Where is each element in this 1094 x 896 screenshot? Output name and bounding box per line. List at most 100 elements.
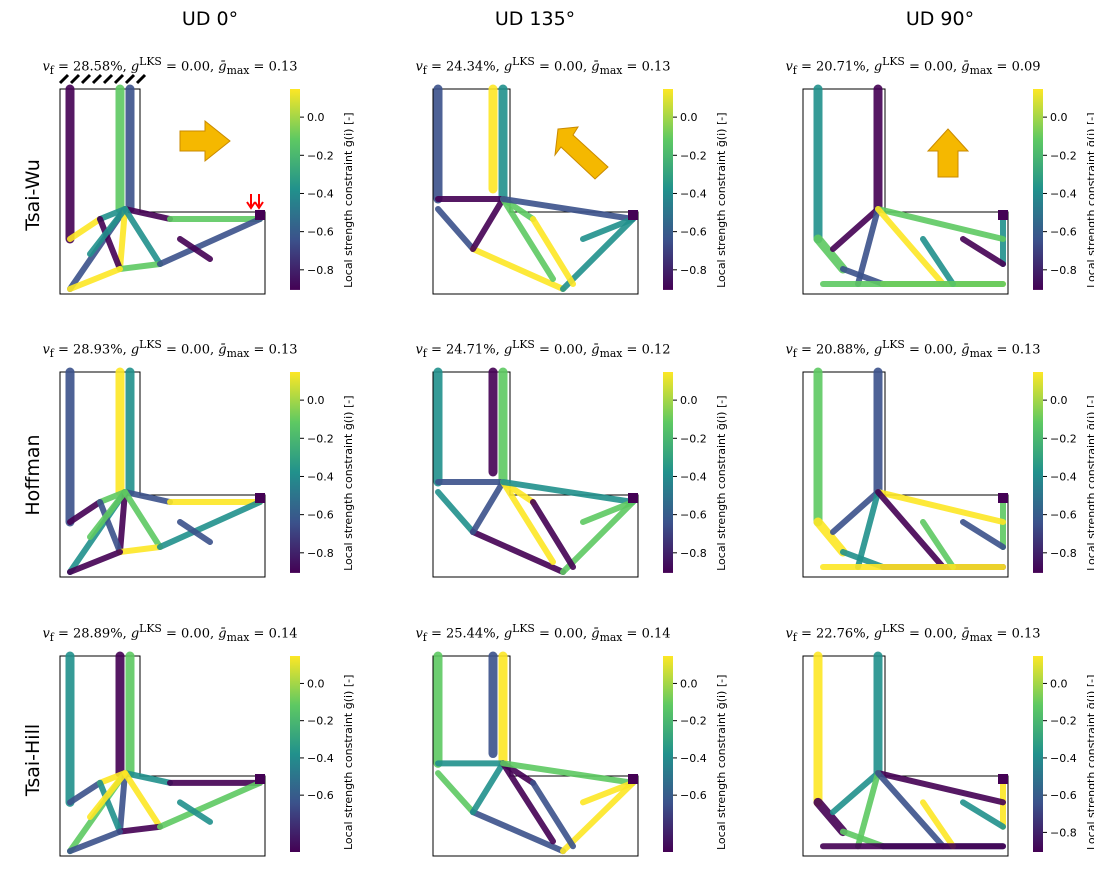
member [470,529,566,575]
colorbar-tick-label: −0.2 [307,715,334,728]
topology-plot: 0.0 −0.2 −0.4 −0.6 −0.8 Local strength constr… [802,84,1094,295]
member [920,236,956,287]
vf-value: 22.76% [815,626,866,642]
member [920,519,956,570]
support-hatch [113,73,125,85]
member [435,770,476,816]
load-patch [628,493,638,503]
gmax-symbol: ḡ [218,626,227,642]
g-sup: LKS [139,55,162,68]
gmax-symbol: ḡ [218,59,227,75]
vf-sub: f [49,63,54,77]
member [500,196,636,222]
member [67,549,123,575]
member [830,489,881,535]
colorbar-tick-label: −0.6 [1050,789,1077,802]
gmax-sub: max [969,346,993,360]
gmax-sub: max [599,630,623,644]
g-value: 0.00 [554,626,583,642]
vf-value: 28.89% [72,626,123,642]
g-sup: LKS [512,622,535,635]
topology-plot: 0.0 −0.2 −0.4 −0.6 −0.8 Local strength constr… [432,84,728,295]
member [580,499,636,525]
g-symbol: g [130,59,140,75]
member [87,206,128,257]
member [560,216,636,292]
colorbar-tick-label: −0.6 [1050,509,1077,522]
vf-value: 24.71% [445,342,496,358]
member [500,196,556,282]
gmax-value: 0.09 [1011,59,1041,75]
colorbar-tick-label: −0.6 [680,509,707,522]
colorbar [663,656,673,852]
load-arrow-icon [254,194,264,210]
colorbar-label: Local strength constraint ḡ(i) [-] [342,395,355,570]
member [157,499,263,550]
load-patch [998,774,1008,784]
panel-stats: vf = 24.71%, gLKS = 0.00, ḡmax = 0.12 [415,338,671,360]
member [813,234,848,274]
g-sup: LKS [139,338,162,351]
member [122,206,163,267]
gmax-sub: max [599,346,623,360]
gmax-sub: max [969,63,993,77]
colorbar-tick-label: −0.8 [1050,264,1077,277]
gmax-value: 0.14 [641,626,671,642]
panel-r0-c1: vf = 24.34%, gLKS = 0.00, ḡmax = 0.13 0.0… [373,55,728,305]
orientation-arrow-icon [554,126,609,180]
topology-plot: 0.0 −0.2 −0.4 −0.6 −0.8 Local strength constr… [432,367,728,578]
vf-value: 28.58% [72,59,123,75]
support-hatch [58,73,70,85]
member [530,499,576,570]
colorbar-tick-label: 0.0 [307,677,325,690]
colorbar-tick-label: 0.0 [307,111,325,124]
gmax-sub: max [226,630,250,644]
member [875,206,946,287]
member [855,206,881,287]
colorbar-tick-label: −0.2 [1050,715,1077,728]
member [470,760,506,816]
g-symbol: g [130,342,140,358]
column-header-ud90: UD 90° [905,8,975,30]
colorbar-tick-label: −0.8 [1050,547,1077,560]
g-sup: LKS [139,622,162,635]
load-arrow-icon [246,194,256,210]
vf-value: 25.44% [445,626,496,642]
member [122,770,163,830]
colorbar-tick-label: −0.2 [307,149,334,162]
load-patch [628,210,638,220]
member [97,779,123,835]
panel-stats: vf = 28.58%, gLKS = 0.00, ḡmax = 0.13 [42,55,298,77]
gmax-sub: max [599,63,623,77]
topology-plot: 0.0 −0.2 −0.4 −0.6 −0.8 Local strength constr… [802,651,1094,857]
colorbar-tick-label: 0.0 [680,111,698,124]
colorbar-label: Local strength constraint ḡ(i) [-] [1085,395,1094,570]
colorbar-label: Local strength constraint ḡ(i) [-] [715,112,728,287]
panel-r2-c1: vf = 25.44%, gLKS = 0.00, ḡmax = 0.14 0.0… [373,622,728,872]
member [530,216,576,287]
colorbar-tick-label: 0.0 [680,394,698,407]
panel-stats: vf = 22.76%, gLKS = 0.00, ḡmax = 0.13 [785,622,1041,644]
member [560,499,636,575]
colorbar-label: Local strength constraint ḡ(i) [-] [342,675,355,850]
panel-stats: vf = 20.71%, gLKS = 0.00, ḡmax = 0.09 [785,55,1041,77]
member [500,760,636,786]
member [177,519,213,545]
member [813,797,848,837]
member [157,779,263,830]
member [960,519,1006,550]
member [500,760,556,845]
g-value: 0.00 [924,59,953,75]
colorbar-tick-label: −0.4 [307,752,334,765]
g-symbol: g [503,342,513,358]
colorbar-label: Local strength constraint ḡ(i) [-] [342,112,355,287]
colorbar-tick-label: −0.2 [1050,149,1077,162]
vf-sub: f [792,630,797,644]
member [813,517,848,557]
colorbar-label: Local strength constraint ḡ(i) [-] [1085,675,1094,850]
gmax-value: 0.13 [268,59,298,75]
panel-stats: vf = 28.93%, gLKS = 0.00, ḡmax = 0.13 [42,338,298,360]
gmax-sub: max [226,346,250,360]
gmax-sub: max [226,63,250,77]
colorbar-tick-label: −0.4 [1050,752,1077,765]
